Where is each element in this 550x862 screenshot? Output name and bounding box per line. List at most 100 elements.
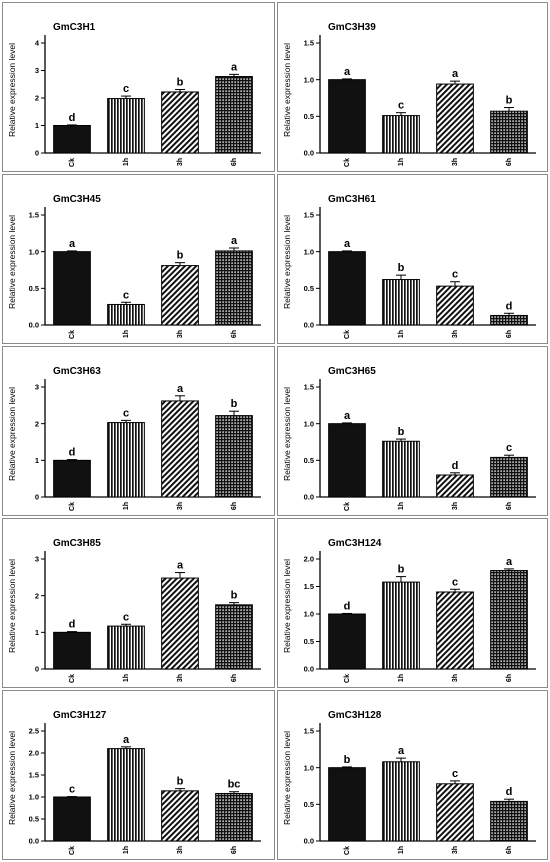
bar (161, 91, 199, 154)
x-tick-label: 6h (506, 158, 513, 166)
chart-panel: GmC3H128 Relative expression level 0.0 0.5 1… (277, 690, 548, 860)
bar (215, 250, 253, 326)
error-bar (450, 780, 460, 784)
x-tick-label: 6h (231, 158, 238, 166)
significance-letter: d (69, 619, 76, 631)
x-tick-label: Ck (69, 674, 76, 683)
chart-panel: GmC3H1 Relative expression level 0 1 2 3 4 d Ck c… (2, 2, 275, 172)
bar-chart: GmC3H65 Relative expression level 0.0 0.5 1.… (282, 366, 536, 511)
y-tick-label: 2.0 (29, 749, 39, 758)
error-bar (504, 454, 514, 458)
y-tick-label: 1.0 (304, 419, 314, 428)
y-tick-label: 0.5 (304, 112, 314, 121)
y-tick-label: 0.5 (304, 456, 314, 465)
bar (161, 265, 199, 326)
significance-letter: d (69, 447, 76, 459)
significance-letter: b (231, 398, 238, 410)
significance-letter: a (398, 745, 405, 757)
error-bar (121, 95, 131, 99)
error-bar (229, 602, 239, 605)
error-bar (175, 262, 185, 266)
error-bar (175, 395, 185, 401)
y-tick-label: 3 (35, 383, 39, 392)
error-bar (396, 112, 406, 116)
error-bar (342, 612, 352, 614)
error-bar (396, 757, 406, 762)
chart-title: GmC3H124 (328, 538, 382, 549)
chart-title: GmC3H63 (53, 366, 101, 377)
significance-letter: b (506, 95, 513, 107)
bar (53, 125, 91, 154)
x-tick-label: 1h (123, 846, 130, 854)
y-axis-label: Relative expression level (282, 215, 292, 309)
y-tick-label: 0 (35, 665, 39, 674)
y-tick-label: 0.0 (304, 665, 314, 674)
significance-letter: d (506, 300, 513, 312)
x-tick-label: Ck (69, 846, 76, 855)
y-tick-label: 1.0 (304, 763, 314, 772)
bar (328, 613, 366, 670)
error-bar (175, 88, 185, 92)
bar-chart: GmC3H1 Relative expression level 0 1 2 3 4 d Ck c… (7, 22, 261, 167)
y-tick-label: 2 (35, 591, 39, 600)
x-tick-label: 3h (452, 846, 459, 854)
x-tick-label: 1h (123, 674, 130, 682)
bar-chart: GmC3H124 Relative expression level 0.0 0.5 1… (282, 538, 536, 683)
y-tick-label: 2.0 (304, 555, 314, 564)
error-bar (342, 422, 352, 424)
y-tick-label: 1.5 (304, 582, 314, 591)
x-tick-label: 6h (506, 846, 513, 854)
significance-letter: b (344, 754, 351, 766)
y-tick-label: 2 (35, 94, 39, 103)
error-bar (175, 788, 185, 791)
y-tick-label: 1.5 (29, 211, 39, 220)
error-bar (396, 576, 406, 583)
significance-letter: a (344, 410, 351, 422)
significance-letter: c (452, 576, 458, 588)
y-tick-label: 1 (35, 121, 39, 130)
y-tick-label: 2.5 (29, 727, 39, 736)
significance-letter: b (398, 262, 405, 274)
y-axis-label: Relative expression level (282, 43, 292, 137)
error-bar (342, 78, 352, 80)
y-tick-label: 1.5 (29, 771, 39, 780)
bar (161, 577, 199, 670)
significance-letter: a (231, 235, 238, 247)
x-tick-label: 1h (398, 158, 405, 166)
x-tick-label: 3h (452, 674, 459, 682)
bar (53, 251, 91, 326)
bar (215, 604, 253, 670)
bar (490, 800, 528, 842)
y-tick-label: 1.5 (304, 383, 314, 392)
bar (53, 796, 91, 842)
x-tick-label: 3h (177, 330, 184, 338)
significance-letter: a (344, 238, 351, 250)
y-tick-label: 1.0 (29, 247, 39, 256)
x-tick-label: Ck (344, 674, 351, 683)
bar (107, 748, 145, 842)
x-tick-label: Ck (344, 158, 351, 167)
bar (215, 415, 253, 498)
significance-letter: d (69, 112, 76, 124)
chart-title: GmC3H39 (328, 22, 376, 33)
bar-chart: GmC3H63 Relative expression level 0 1 2 3 d Ck c… (7, 366, 261, 511)
bar (490, 570, 528, 670)
x-tick-label: 6h (506, 674, 513, 682)
bar-chart: GmC3H61 Relative expression level 0.0 0.5 1.… (282, 194, 536, 339)
significance-letter: a (177, 383, 184, 395)
y-tick-label: 1.0 (304, 610, 314, 619)
y-axis-label: Relative expression level (7, 387, 17, 481)
bar (436, 783, 474, 842)
x-tick-label: 3h (452, 330, 459, 338)
bar (436, 285, 474, 326)
chart-title: GmC3H45 (53, 194, 101, 205)
error-bar (342, 766, 352, 768)
x-tick-label: 1h (123, 330, 130, 338)
significance-letter: c (452, 768, 458, 780)
chart-title: GmC3H127 (53, 710, 107, 721)
chart-panel: GmC3H45 Relative expression level 0.0 0.5 1.… (2, 174, 275, 344)
bar (328, 251, 366, 326)
y-tick-label: 1 (35, 456, 39, 465)
x-tick-label: 6h (231, 330, 238, 338)
x-tick-label: Ck (344, 502, 351, 511)
